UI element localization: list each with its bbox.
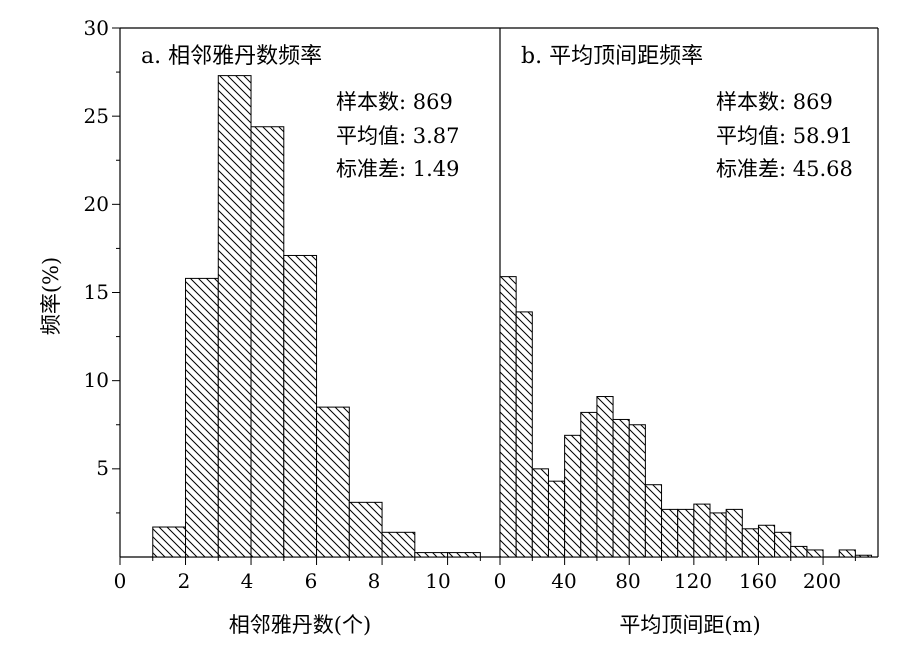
panel-b-mean: 平均值: 58.91: [716, 124, 853, 148]
panel-a-histogram-bar: [185, 277, 219, 558]
panel-b-bars: [499, 276, 873, 558]
y-tick-label: 20: [84, 192, 109, 216]
panel-a-x-axis-title: 相邻雅丹数(个): [229, 613, 371, 637]
panel-a-histogram-bar: [447, 552, 481, 558]
panel-b-histogram-bar: [564, 434, 582, 558]
x-tick-label: 6: [305, 569, 318, 593]
panel-b-histogram-bar: [693, 503, 711, 558]
x-tick-label: 200: [803, 569, 841, 593]
x-tick-label: 160: [739, 569, 777, 593]
panel-b-histogram-bar: [838, 549, 856, 558]
panel-b-histogram-bar: [515, 311, 533, 558]
axis-ticks: [112, 27, 856, 565]
panel-b-sample-count: 样本数: 869: [716, 90, 833, 114]
x-tick-label: 0: [494, 569, 507, 593]
y-tick-label: 5: [96, 456, 109, 480]
y-tick-label: 15: [84, 280, 109, 304]
panel-a-histogram-bar: [152, 526, 187, 558]
panel-b-histogram-bar: [774, 531, 792, 558]
panel-b-histogram-bar: [596, 396, 614, 558]
panel-b-histogram-bar: [725, 508, 743, 558]
y-tick-label: 10: [84, 368, 109, 392]
panel-b-histogram-bar: [644, 484, 663, 558]
panel-a-histogram-bar: [250, 126, 285, 558]
panel-b-histogram-bar: [854, 554, 873, 558]
y-tick-labels: 5 10 15 20 25 30: [84, 16, 109, 480]
panel-b-histogram-bar: [661, 508, 679, 558]
panel-b-histogram-bar: [741, 528, 759, 558]
panel-a-histogram-bar: [414, 552, 449, 558]
panel-a-mean: 平均值: 3.87: [336, 124, 460, 148]
panel-b-histogram-bar: [806, 549, 824, 558]
panel-a-sample-count: 样本数: 869: [336, 90, 453, 114]
panel-b-stats: 样本数: 869 平均值: 58.91 标准差: 45.68: [716, 90, 853, 181]
panel-a-histogram-bar: [381, 531, 416, 558]
panel-b-histogram-bar: [612, 418, 630, 558]
y-axis-title: 频率(%): [39, 257, 63, 335]
panel-a-title: a. 相邻雅丹数频率: [141, 44, 322, 69]
panel-a-histogram-bar: [283, 254, 318, 558]
y-tick-label: 30: [84, 16, 109, 40]
panel-b-histogram-bar: [531, 468, 549, 558]
panel-a-histogram-bar: [348, 501, 383, 558]
x-tick-label: 8: [368, 569, 381, 593]
panel-b-histogram-bar: [790, 545, 808, 558]
panel-a-stats: 样本数: 869 平均值: 3.87 标准差: 1.49: [336, 90, 460, 181]
panel-b-x-axis-title: 平均顶间距(m): [619, 613, 760, 637]
y-tick-label: 25: [84, 104, 109, 128]
x-tick-label: 10: [425, 569, 450, 593]
x-tick-label: 0: [114, 569, 127, 593]
panel-b-histogram-bar: [757, 524, 776, 558]
panel-b-histogram-bar: [628, 424, 646, 558]
panel-b-histogram-bar: [677, 508, 695, 558]
panel-b-x-tick-labels: 0 40 80 120 160 200: [494, 569, 841, 593]
x-tick-label: 120: [674, 569, 712, 593]
panel-a-histogram-bar: [217, 75, 252, 558]
panel-a-bars: [152, 75, 481, 558]
panel-b-std-dev: 标准差: 45.68: [716, 157, 853, 181]
panel-b-histogram-bar: [709, 512, 727, 558]
x-tick-label: 2: [178, 569, 191, 593]
panel-b-histogram-bar: [580, 411, 598, 558]
panel-b-title: b. 平均顶间距频率: [521, 44, 703, 69]
panel-b-histogram-bar: [499, 276, 517, 558]
panel-a-histogram-bar: [316, 406, 350, 558]
panel-b-histogram-bar: [547, 480, 566, 558]
panel-a-std-dev: 标准差: 1.49: [336, 157, 460, 181]
x-tick-label: 80: [615, 569, 640, 593]
x-tick-label: 4: [241, 569, 254, 593]
x-tick-label: 40: [551, 569, 576, 593]
panel-a-x-tick-labels: 0 2 4 6 8 10: [114, 569, 451, 593]
